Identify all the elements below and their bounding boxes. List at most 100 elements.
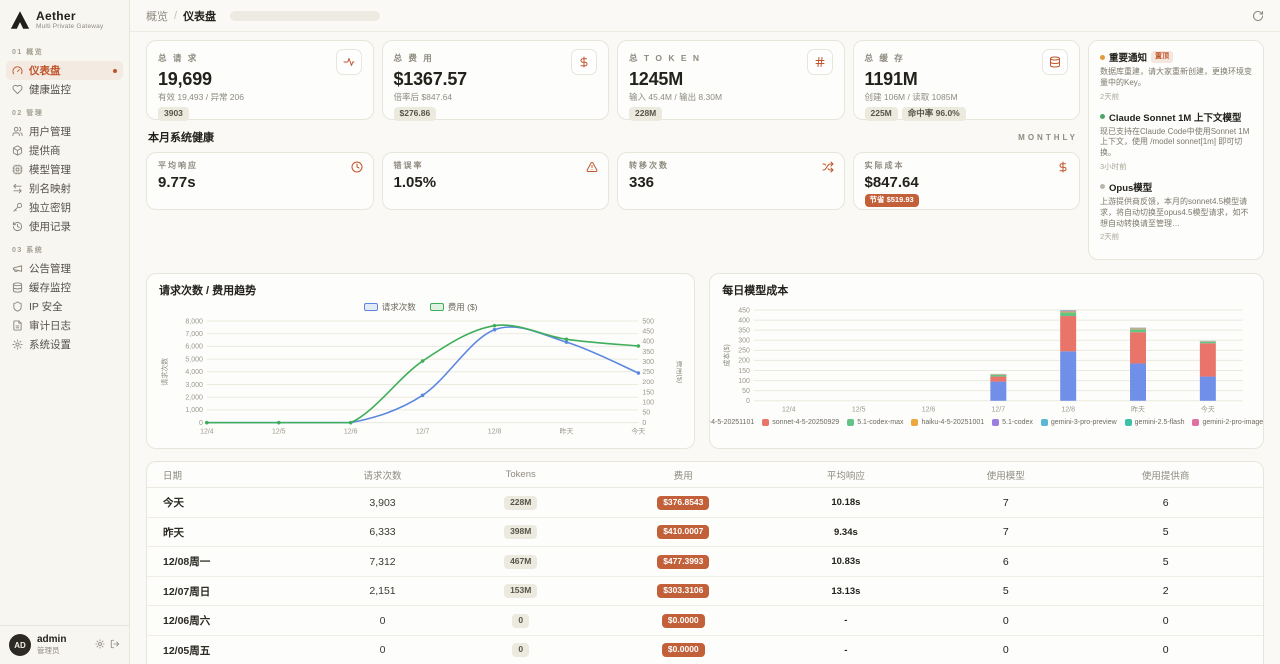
stat-card-total-cost: 总 费 用 $1367.57 倍率后 $847.64 $276.86 xyxy=(381,40,609,121)
announcement-text: 数据库重建，请大家重新创建，更换环境变量中的Key。 xyxy=(1100,67,1252,87)
sidebar-item-user-management[interactable]: 用户管理 xyxy=(6,122,123,141)
svg-text:300: 300 xyxy=(642,359,654,366)
breadcrumb-root[interactable]: 概览 xyxy=(146,10,168,23)
legend-item[interactable]: 5.1-codex-max xyxy=(847,419,903,427)
announcement-item[interactable]: Claude Sonnet 1M 上下文模型 现已支持在Claude Code中… xyxy=(1100,110,1252,172)
clock-icon xyxy=(351,161,363,176)
status-dot xyxy=(1100,114,1105,120)
user-settings-gear-icon[interactable] xyxy=(95,638,105,652)
sidebar-item-announcement-management[interactable]: 公告管理 xyxy=(6,259,123,278)
stat-sub: 倍率后 $847.64 xyxy=(393,92,453,102)
chart-title: 每日模型成本 xyxy=(722,285,789,298)
stat-sub: 有效 19,493 / 异常 206 xyxy=(158,92,244,102)
svg-text:400: 400 xyxy=(739,318,751,325)
alert-triangle-icon xyxy=(586,161,598,176)
health-card-avg-response: 平均响应 9.77s xyxy=(146,152,374,210)
cost-badge: $303.3106 xyxy=(657,584,710,599)
logout-icon[interactable] xyxy=(110,639,120,652)
svg-text:7,000: 7,000 xyxy=(185,331,203,338)
svg-text:100: 100 xyxy=(739,378,751,385)
svg-text:200: 200 xyxy=(642,380,654,387)
active-indicator-dot xyxy=(113,68,117,73)
announcement-title: Claude Sonnet 1M 上下文模型 xyxy=(1109,112,1242,124)
sidebar-item-providers[interactable]: 提供商 xyxy=(6,141,123,160)
legend-item[interactable]: gemini-2.5-flash xyxy=(1124,419,1184,427)
svg-text:12/5: 12/5 xyxy=(272,429,286,436)
table-row: 昨天 6,333 398M $410.0007 9.34s 7 5 xyxy=(147,518,1263,548)
legend-item[interactable]: 5.1-codex xyxy=(992,419,1033,427)
legend-item[interactable]: sonnet-4-5-20250929 xyxy=(762,419,839,427)
package-icon xyxy=(12,145,23,156)
app-logo[interactable]: Aether Multi Private Gateway xyxy=(0,0,129,38)
svg-text:250: 250 xyxy=(642,369,654,376)
svg-text:400: 400 xyxy=(642,339,654,346)
svg-text:50: 50 xyxy=(642,410,650,417)
announcement-time: 2天前 xyxy=(1100,232,1120,242)
health-period-label: MONTHLY xyxy=(1018,132,1078,142)
gauge-icon xyxy=(12,65,23,76)
status-dot xyxy=(1100,54,1105,60)
tokens-badge: 398M xyxy=(504,525,538,540)
user-account-area: AD admin 管理员 xyxy=(0,625,129,664)
dollar-icon[interactable] xyxy=(571,49,597,75)
svg-text:6,000: 6,000 xyxy=(185,344,203,351)
avatar[interactable]: AD xyxy=(9,634,31,656)
health-card-actual-cost: 实际成本 $847.64 节省 $519.93 xyxy=(852,152,1080,210)
dollar-icon xyxy=(1057,161,1069,176)
announcement-title: Opus模型 xyxy=(1109,182,1153,194)
cost-badge: $477.3993 xyxy=(657,554,710,569)
sidebar-item-model-management[interactable]: 模型管理 xyxy=(6,160,123,179)
table-row: 12/06周六 0 0 $0.0000 - 0 0 xyxy=(147,606,1263,636)
stat-badge: $276.86 xyxy=(393,107,437,121)
database-icon[interactable] xyxy=(1042,49,1068,75)
requests-cost-trend-chart[interactable]: 0 1,000 2,000 3,000 4,000 5,000 6,000 7,000 8,00… xyxy=(159,315,682,439)
legend-item[interactable]: opus-4-5-20251101 xyxy=(710,419,754,426)
health-section-title: 本月系统健康 xyxy=(148,132,214,144)
svg-text:50: 50 xyxy=(742,388,750,395)
sidebar-item-usage-records[interactable]: 使用记录 xyxy=(6,217,123,236)
shield-icon xyxy=(12,301,23,312)
sidebar-item-dashboard[interactable]: 仪表盘 xyxy=(6,61,123,81)
main-area: 概览 / 仪表盘 总 请 求 19,699 xyxy=(130,0,1280,664)
sidebar-item-alias-mapping[interactable]: 别名映射 xyxy=(6,179,123,198)
svg-text:12/7: 12/7 xyxy=(992,407,1006,414)
hash-icon[interactable] xyxy=(806,49,833,75)
announcement-time: 3小时前 xyxy=(1100,161,1127,171)
svg-text:12/7: 12/7 xyxy=(416,429,430,436)
database-icon xyxy=(12,282,23,293)
stat-sub: 输入 45.4M / 输出 8.30M xyxy=(629,92,723,102)
daily-usage-table: 日期 请求次数 Tokens 费用 平均响应 使用模型 使用提供商 今天 3,9… xyxy=(146,461,1264,664)
legend-item[interactable]: gemini-2-pro-image-preview xyxy=(1192,419,1263,427)
dashboard-content: 总 请 求 19,699 有效 19,493 / 异常 206 3903 总 费… xyxy=(130,32,1280,664)
nav-section-system: 03 系统 xyxy=(12,247,44,255)
legend-item[interactable]: haiku-4-5-20251001 xyxy=(911,419,984,427)
stat-badge: 225M xyxy=(864,107,898,121)
sidebar-item-cache-monitor[interactable]: 缓存监控 xyxy=(6,278,123,297)
svg-text:今天: 今天 xyxy=(631,427,645,436)
daily-model-cost-chart[interactable]: 0 50 100 150 200 250 300 350 400 450 12/4 12/5 12/6 1… xyxy=(722,304,1251,416)
svg-text:2,000: 2,000 xyxy=(185,395,203,402)
svg-text:450: 450 xyxy=(739,308,751,315)
svg-text:请求次数: 请求次数 xyxy=(160,358,169,386)
svg-text:5,000: 5,000 xyxy=(185,357,203,364)
breadcrumb-current: 仪表盘 xyxy=(183,10,217,23)
svg-text:0: 0 xyxy=(199,420,203,427)
sidebar-item-standalone-keys[interactable]: 独立密钥 xyxy=(6,198,123,217)
legend-item[interactable]: 请求次数 xyxy=(363,301,416,313)
svg-text:3,000: 3,000 xyxy=(185,382,203,389)
sidebar-item-ip-security[interactable]: IP 安全 xyxy=(6,297,123,316)
announcement-item[interactable]: Opus模型 上游提供商反馈，本月的sonnet4.5模型请求，将自动切换至op… xyxy=(1100,180,1252,242)
refresh-icon[interactable] xyxy=(1252,10,1264,22)
svg-text:12/4: 12/4 xyxy=(200,429,214,436)
announcement-item[interactable]: 重要通知 置顶 数据库重建，请大家重新创建，更换环境变量中的Key。 2天前 xyxy=(1100,50,1252,102)
legend-item[interactable]: 费用 ($) xyxy=(429,301,478,313)
chart-title: 请求次数 / 费用趋势 xyxy=(159,285,257,298)
stat-sub: 创建 106M / 读取 1085M xyxy=(864,92,958,102)
activity-icon[interactable] xyxy=(335,49,362,75)
stat-badge: 3903 xyxy=(158,107,189,121)
legend-item[interactable]: gemini-3-pro-preview xyxy=(1040,419,1117,427)
sidebar-item-system-settings[interactable]: 系统设置 xyxy=(6,335,123,354)
sidebar-item-audit-log[interactable]: 审计日志 xyxy=(6,316,123,335)
sidebar-item-health-monitor[interactable]: 健康监控 xyxy=(6,80,123,99)
